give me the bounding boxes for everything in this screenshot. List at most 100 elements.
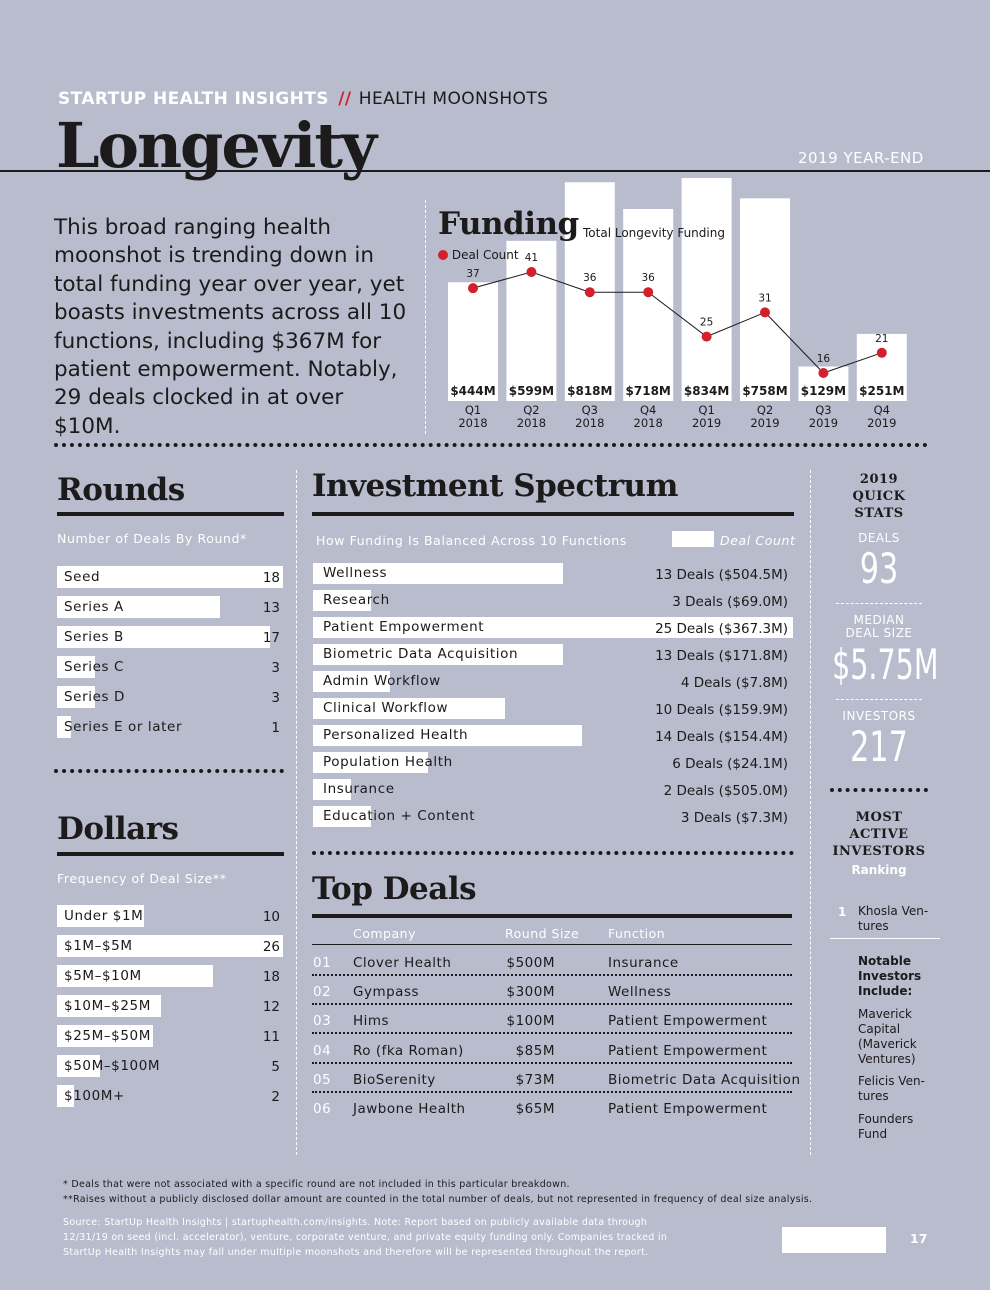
round-bar	[57, 716, 71, 738]
legend-deal-count-label: Deal Count	[451, 248, 519, 262]
deal-size-label: $25M–$50M	[64, 1028, 151, 1044]
funding-title: Funding	[438, 206, 579, 242]
round-label: Seed	[64, 569, 101, 585]
function-bar	[313, 752, 429, 773]
function-bar	[313, 671, 390, 692]
notable-heading-line3: Include:	[858, 984, 913, 998]
round-count: 3	[271, 660, 280, 676]
function-deals: 14 Deals ($154.4M)	[655, 729, 788, 745]
deal-company: Ro (fka Roman)	[353, 1042, 464, 1059]
deal-company: Hims	[353, 1013, 390, 1030]
deal-size-bar	[57, 935, 283, 957]
deal-count-point	[818, 368, 829, 378]
funding-chart-svg: $444MQ12018$599MQ22018$818MQ32018$718MQ4…	[448, 178, 907, 430]
x-tick-quarter: Q2	[757, 403, 773, 417]
active-investors-word3: INVESTORS	[832, 844, 926, 859]
deal-size-label: $10M–$25M	[64, 998, 151, 1014]
column-header-function: Function	[608, 926, 666, 941]
round-bar	[57, 626, 271, 648]
deal-round-size: $500M	[506, 955, 555, 971]
round-label: Series D	[64, 689, 126, 705]
deal-size-bar	[57, 1085, 75, 1107]
header-brand-line: STARTUP HEALTH INSIGHTS // HEALTH MOONSH…	[58, 89, 548, 109]
funding-bar	[506, 240, 557, 401]
round-bar	[57, 566, 283, 588]
deal-company: BioSerenity	[353, 1071, 436, 1088]
deal-company: Jawbone Health	[353, 1101, 466, 1117]
ranking-label: Ranking	[851, 863, 907, 877]
deal-rank: 03	[313, 1013, 332, 1030]
notable-investor-line: Maverick	[858, 1007, 913, 1021]
median-label-line2: DEAL SIZE	[845, 626, 913, 640]
funding-bar-label: $818M	[567, 384, 612, 398]
median-stat-value: $5.75M	[832, 640, 939, 689]
column-header-round-size: Round Size	[505, 926, 580, 941]
dollars-rule	[57, 852, 284, 856]
deal-count-line	[472, 271, 882, 374]
round-bar	[57, 596, 221, 618]
quick-stats-divider	[830, 788, 928, 792]
deal-count-label: 37	[466, 268, 479, 280]
active-investors-word2: ACTIVE	[849, 827, 909, 842]
spectrum-title: Investment Spectrum	[312, 468, 678, 504]
notable-investor-line: (Maverick	[858, 1037, 917, 1051]
function-label: Clinical Workflow	[323, 700, 449, 716]
deal-count-label: 36	[642, 272, 656, 284]
function-deals: 3 Deals ($69.0M)	[672, 594, 788, 610]
round-label: Series C	[64, 659, 125, 675]
function-label: Insurance	[323, 781, 395, 797]
notable-heading-line1: Notable	[858, 954, 911, 968]
round-count: 18	[262, 570, 280, 586]
x-tick-year: 2019	[809, 416, 838, 430]
column-header-company: Company	[353, 926, 416, 941]
x-tick-quarter: Q3	[582, 403, 598, 417]
deal-size-label: $5M–$10M	[64, 968, 142, 984]
notable-investor-founders: Founders Fund	[858, 1112, 913, 1142]
intro-paragraph: This broad ranging health moonshot is tr…	[54, 215, 407, 439]
top-investor-rule	[830, 938, 940, 939]
round-count: 1	[271, 720, 280, 736]
deal-count-label: 21	[875, 333, 888, 345]
function-bar	[313, 590, 371, 611]
deal-company: Gympass	[353, 984, 420, 1001]
spectrum-rule	[312, 512, 794, 516]
notable-investor-line: Ventures)	[858, 1052, 916, 1066]
funding-bar	[448, 282, 498, 401]
active-investors-word1: MOST	[855, 810, 903, 825]
deal-rank: 01	[313, 955, 332, 971]
function-deals: 13 Deals ($171.8M)	[655, 648, 788, 664]
function-label: Wellness	[323, 565, 388, 581]
chart-divider	[425, 200, 426, 434]
function-label: Population Health	[323, 754, 453, 770]
section-divider-top	[54, 443, 928, 447]
median-stat-label: MEDIAN DEAL SIZE	[830, 614, 928, 640]
notable-heading-line2: Investors	[858, 969, 922, 983]
funding-bar-label: $834M	[684, 384, 729, 398]
deal-size-bar	[57, 905, 144, 927]
deal-rank: 05	[313, 1071, 332, 1088]
round-count: 3	[271, 690, 280, 706]
funding-bar	[856, 333, 907, 401]
x-tick-year: 2018	[575, 416, 604, 430]
deal-count-point	[584, 287, 595, 298]
deal-count-label: 36	[583, 272, 597, 284]
deal-round-size: $73M	[515, 1071, 555, 1088]
notable-investor-line: Capital	[858, 1022, 901, 1036]
row-divider	[312, 1003, 792, 1006]
deal-round-size: $100M	[506, 1013, 555, 1030]
x-tick-year: 2018	[517, 416, 546, 430]
notable-investor-maverick: Maverick Capital (Maverick Ventures)	[858, 1007, 917, 1067]
x-tick-quarter: Q4	[874, 403, 890, 417]
top-investor-line2: tures	[858, 919, 889, 933]
investors-stat-label: INVESTORS	[842, 709, 916, 723]
round-label: Series A	[64, 599, 124, 615]
deal-company: Clover Health	[353, 955, 452, 971]
top-deals-title: Top Deals	[312, 871, 477, 907]
dollars-subtitle: Frequency of Deal Size**	[57, 871, 227, 886]
rounds-rule	[57, 512, 284, 516]
notable-investor-line: Founders	[858, 1112, 914, 1126]
footnote-deal-size: **Raises without a publicly disclosed do…	[63, 1194, 813, 1205]
deal-function: Patient Empowerment	[608, 1042, 768, 1059]
deal-function: Insurance	[608, 955, 679, 971]
investors-stat-value: 217	[850, 722, 908, 771]
